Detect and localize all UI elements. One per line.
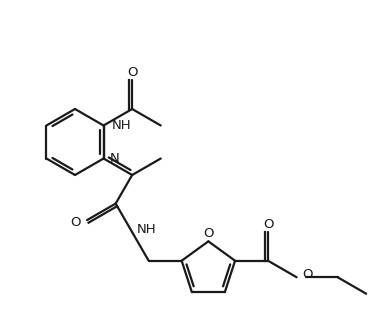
Text: N: N [110, 152, 119, 165]
Text: NH: NH [137, 223, 157, 236]
Text: O: O [71, 215, 81, 229]
Text: NH: NH [112, 119, 131, 132]
Text: O: O [263, 218, 273, 231]
Text: O: O [127, 66, 137, 79]
Text: O: O [203, 227, 214, 240]
Text: O: O [303, 268, 313, 281]
